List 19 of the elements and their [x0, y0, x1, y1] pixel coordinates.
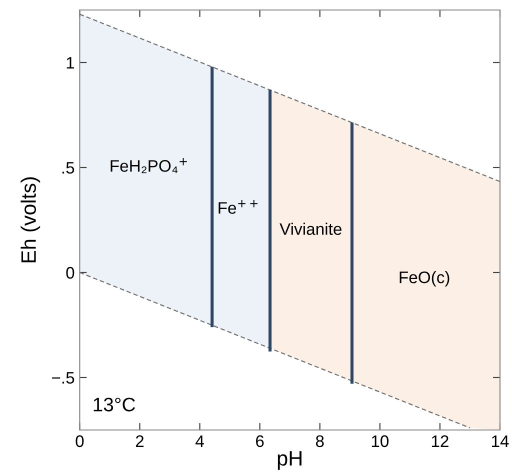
x-axis-title: pH — [278, 451, 302, 470]
x-tick-label: 8 — [316, 435, 324, 448]
x-tick-label: 2 — [136, 435, 144, 447]
annotation: FeH₂PO₄$^{+}$ — [110, 158, 187, 174]
x-tick-label: 14 — [492, 435, 509, 447]
y-tick-label: −.5 — [52, 372, 74, 384]
x-tick-label: 0 — [76, 435, 84, 448]
annotation: Fe$^{++}$ — [218, 200, 258, 214]
y-tick-label: 0 — [66, 266, 74, 279]
x-tick-label: 12 — [432, 435, 448, 447]
annotation: Vivianite — [280, 222, 342, 235]
y-axis-title: Eh (volts) — [20, 177, 40, 262]
x-tick-label: 4 — [196, 435, 204, 447]
y-tick-label: .5 — [62, 162, 74, 174]
y-tick-label: 1 — [66, 57, 74, 69]
annotation: FeO(c) — [400, 271, 450, 287]
x-tick-label: 10 — [372, 435, 389, 448]
annotation: 13°C — [94, 398, 136, 412]
x-tick-label: 6 — [256, 435, 264, 448]
